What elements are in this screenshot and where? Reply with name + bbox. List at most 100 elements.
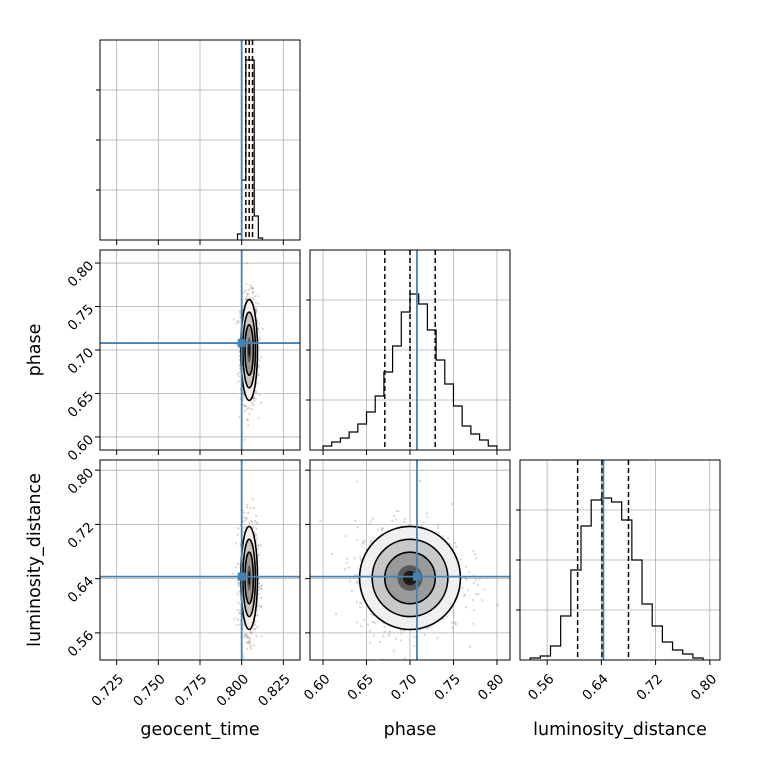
- scatter-point: [249, 507, 252, 510]
- scatter-point: [246, 455, 248, 457]
- scatter-point: [465, 578, 468, 581]
- scatter-point: [361, 541, 365, 544]
- scatter-point: [400, 632, 403, 635]
- scatter-point: [245, 297, 248, 301]
- scatter-point: [459, 558, 463, 561]
- scatter-point: [253, 628, 256, 631]
- scatter-point: [395, 637, 398, 640]
- scatter-point: [464, 606, 467, 609]
- scatter-point: [256, 626, 259, 629]
- scatter-point: [257, 602, 260, 605]
- scatter-point: [237, 581, 240, 584]
- scatter-point: [261, 327, 265, 330]
- scatter-point: [453, 621, 456, 624]
- scatter-point: [246, 295, 249, 298]
- scatter-point: [259, 588, 262, 591]
- scatter-point: [234, 542, 238, 545]
- scatter-point: [236, 608, 239, 611]
- scatter-point: [437, 523, 440, 527]
- scatter-point: [258, 331, 261, 334]
- scatter-point: [237, 527, 240, 530]
- scatter-point: [481, 599, 484, 602]
- scatter-point: [350, 590, 353, 593]
- scatter-point: [368, 523, 371, 526]
- scatter-point: [418, 479, 421, 483]
- scatter-point: [243, 404, 247, 407]
- scatter-point: [437, 531, 440, 534]
- scatter-point: [250, 297, 253, 300]
- scatter-point: [370, 520, 373, 523]
- scatter-point: [254, 389, 257, 392]
- xtick-label-phase-1: 0.65: [344, 671, 377, 704]
- scatter-point: [238, 623, 241, 626]
- data-1-1: [322, 250, 498, 450]
- scatter-point: [258, 393, 261, 396]
- scatter-point: [245, 517, 248, 520]
- scatter-point: [243, 526, 246, 529]
- scatter-point: [242, 624, 245, 627]
- scatter-point: [254, 295, 257, 298]
- ytick-label-luminosity_distance-3: 0.80: [65, 465, 98, 498]
- scatter-point: [246, 634, 249, 637]
- scatter-point: [257, 302, 260, 305]
- scatter-point: [257, 322, 260, 325]
- scatter-point: [251, 287, 254, 290]
- scatter-point: [259, 605, 262, 609]
- ytick-label-phase-4: 0.80: [65, 258, 98, 291]
- density-core: [247, 342, 251, 358]
- scatter-point: [472, 622, 475, 625]
- contour-1: [244, 323, 255, 377]
- contour-3: [358, 525, 462, 631]
- scatter-point: [260, 635, 263, 638]
- scatter-point: [425, 512, 429, 515]
- scatter-point: [379, 640, 382, 644]
- scatter-point: [395, 509, 398, 512]
- scatter-point: [250, 647, 253, 650]
- scatter-point: [473, 609, 476, 612]
- scatter-point: [254, 534, 258, 537]
- scatter-point: [347, 566, 350, 569]
- xtick-label-luminosity_distance-3: 0.80: [688, 671, 721, 704]
- scatter-point: [236, 562, 239, 565]
- xtick-label-luminosity_distance-0: 0.56: [525, 671, 558, 704]
- scatter-point: [255, 514, 258, 518]
- scatter-point: [344, 535, 347, 538]
- contour-2: [371, 538, 449, 618]
- scatter-point: [362, 618, 366, 621]
- scatter-point: [392, 650, 395, 653]
- scatter-point: [245, 405, 248, 408]
- scatter-point: [247, 293, 250, 296]
- scatter-point: [254, 532, 257, 535]
- scatter-point: [245, 633, 248, 637]
- scatter-point: [238, 375, 241, 378]
- scatter-point: [255, 307, 258, 310]
- scatter-point: [243, 516, 246, 519]
- scatter-point: [257, 544, 260, 547]
- scatter-point: [258, 337, 261, 340]
- scatter-point: [464, 565, 468, 568]
- scatter-point: [404, 517, 407, 521]
- scatter-point: [348, 580, 352, 583]
- scatter-point: [236, 533, 239, 536]
- scatter-point: [420, 524, 423, 527]
- scatter-point: [249, 643, 252, 646]
- scatter-point: [237, 583, 240, 586]
- histogram-luminosity_distance: [529, 497, 704, 660]
- scatter-point: [319, 519, 322, 523]
- xtick-label-phase-3: 0.75: [431, 671, 464, 704]
- scatter-point: [244, 634, 247, 637]
- scatter-point: [246, 503, 249, 506]
- scatter-point: [234, 566, 238, 569]
- ytick-label-phase-3: 0.75: [65, 301, 98, 334]
- scatter-point: [354, 519, 357, 522]
- data-2-2: [529, 460, 704, 660]
- scatter-point: [471, 598, 475, 602]
- scatter-point: [466, 589, 469, 592]
- scatter-point: [436, 527, 440, 530]
- scatter-point: [252, 403, 255, 406]
- scatter-point: [452, 611, 455, 614]
- scatter-point: [250, 287, 254, 290]
- scatter-point: [236, 320, 239, 323]
- scatter-point: [246, 641, 249, 645]
